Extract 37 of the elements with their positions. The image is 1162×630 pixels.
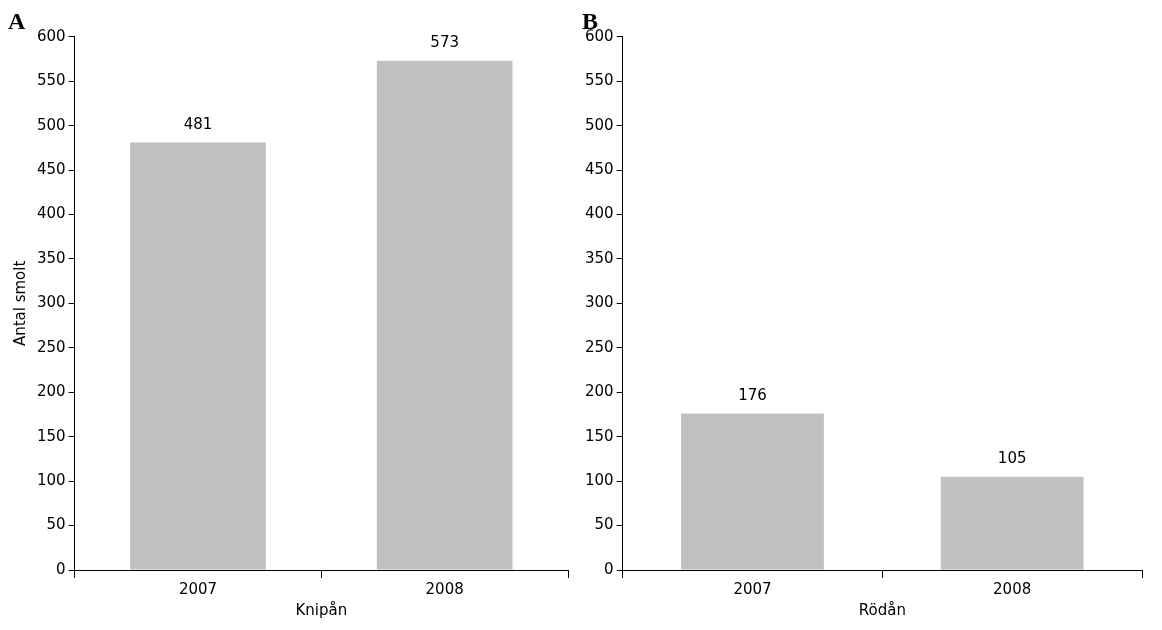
data-label: 105 <box>997 449 1027 468</box>
y-tick-label: 250 <box>36 337 66 356</box>
data-label: 481 <box>183 114 213 133</box>
y-tick-label: 150 <box>584 426 614 445</box>
y-tick-label: 450 <box>36 159 66 178</box>
x-tick-label: 2007 <box>733 579 772 598</box>
y-tick-label: 200 <box>36 382 66 401</box>
y-tick-label: 50 <box>594 515 614 534</box>
y-axis-title: Antal smolt <box>10 260 29 347</box>
data-label: 573 <box>430 33 459 52</box>
y-tick-label: 300 <box>36 293 66 312</box>
y-tick-label: 0 <box>604 559 614 578</box>
x-tick-label: 2008 <box>425 579 464 598</box>
y-tick-label: 50 <box>46 515 66 534</box>
y-tick-label: 150 <box>36 426 66 445</box>
data-label: 176 <box>738 385 767 404</box>
y-tick-label: 250 <box>584 337 614 356</box>
y-tick-label: 350 <box>584 248 614 267</box>
y-tick-label: 550 <box>36 71 66 90</box>
y-tick-label: 100 <box>36 471 66 490</box>
y-tick-label: 450 <box>584 159 614 178</box>
y-tick-label: 100 <box>584 471 614 490</box>
y-tick-label: 0 <box>56 559 66 578</box>
x-axis-title: Rödån <box>858 600 906 619</box>
y-tick-label: 600 <box>36 26 66 45</box>
y-tick-label: 500 <box>36 115 66 134</box>
y-tick-label: 200 <box>584 382 614 401</box>
chart-title: A <box>8 7 26 34</box>
y-tick-label: 500 <box>584 115 614 134</box>
y-tick-label: 400 <box>584 204 614 223</box>
y-tick-label: 350 <box>36 248 66 267</box>
y-tick-label: 300 <box>584 293 614 312</box>
x-tick-label: 2007 <box>178 579 218 598</box>
y-tick-label: 400 <box>36 204 66 223</box>
x-axis-title: Knipån <box>295 600 348 619</box>
y-tick-label: 550 <box>584 71 614 90</box>
x-tick-label: 2008 <box>993 579 1032 598</box>
